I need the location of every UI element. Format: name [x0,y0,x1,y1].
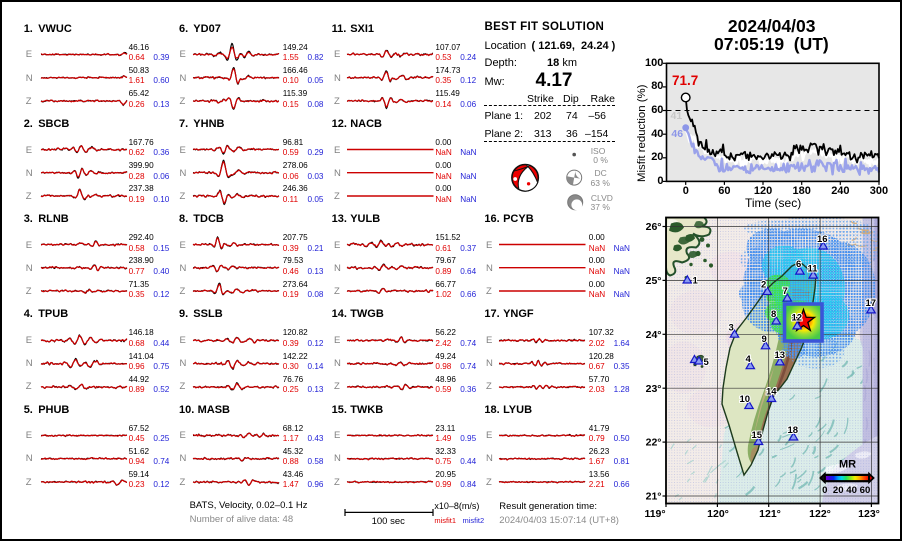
svg-text:0: 0 [822,485,827,496]
svg-text:22°: 22° [646,437,662,449]
svg-text:16: 16 [817,234,828,245]
svg-text:11: 11 [808,264,819,275]
svg-text:25°: 25° [646,275,662,287]
svg-text:121°: 121° [759,508,781,520]
svg-text:21°: 21° [646,491,662,503]
svg-text:12: 12 [792,313,803,324]
svg-text:119°: 119° [644,508,665,520]
svg-text:7: 7 [783,286,788,297]
svg-text:MR: MR [839,459,856,471]
svg-text:2: 2 [761,280,766,291]
svg-text:20: 20 [833,485,844,496]
svg-text:60: 60 [860,485,871,496]
svg-text:26°: 26° [646,221,662,233]
svg-text:18: 18 [788,425,799,436]
svg-text:23°: 23° [646,383,662,395]
svg-text:17: 17 [866,298,877,309]
svg-text:9: 9 [762,334,767,345]
svg-text:3: 3 [729,323,734,334]
svg-text:123°: 123° [858,508,880,520]
svg-text:8: 8 [771,309,776,320]
svg-text:40: 40 [846,485,857,496]
svg-text:120°: 120° [707,508,729,520]
svg-text:5: 5 [704,357,710,368]
svg-text:13: 13 [775,350,786,361]
svg-text:15: 15 [752,430,763,441]
svg-text:4: 4 [746,354,752,365]
svg-text:1: 1 [693,276,699,287]
svg-text:14: 14 [766,387,777,398]
svg-text:10: 10 [740,394,751,405]
svg-text:122°: 122° [809,508,831,520]
svg-text:24°: 24° [646,329,662,341]
svg-text:6: 6 [796,259,801,270]
